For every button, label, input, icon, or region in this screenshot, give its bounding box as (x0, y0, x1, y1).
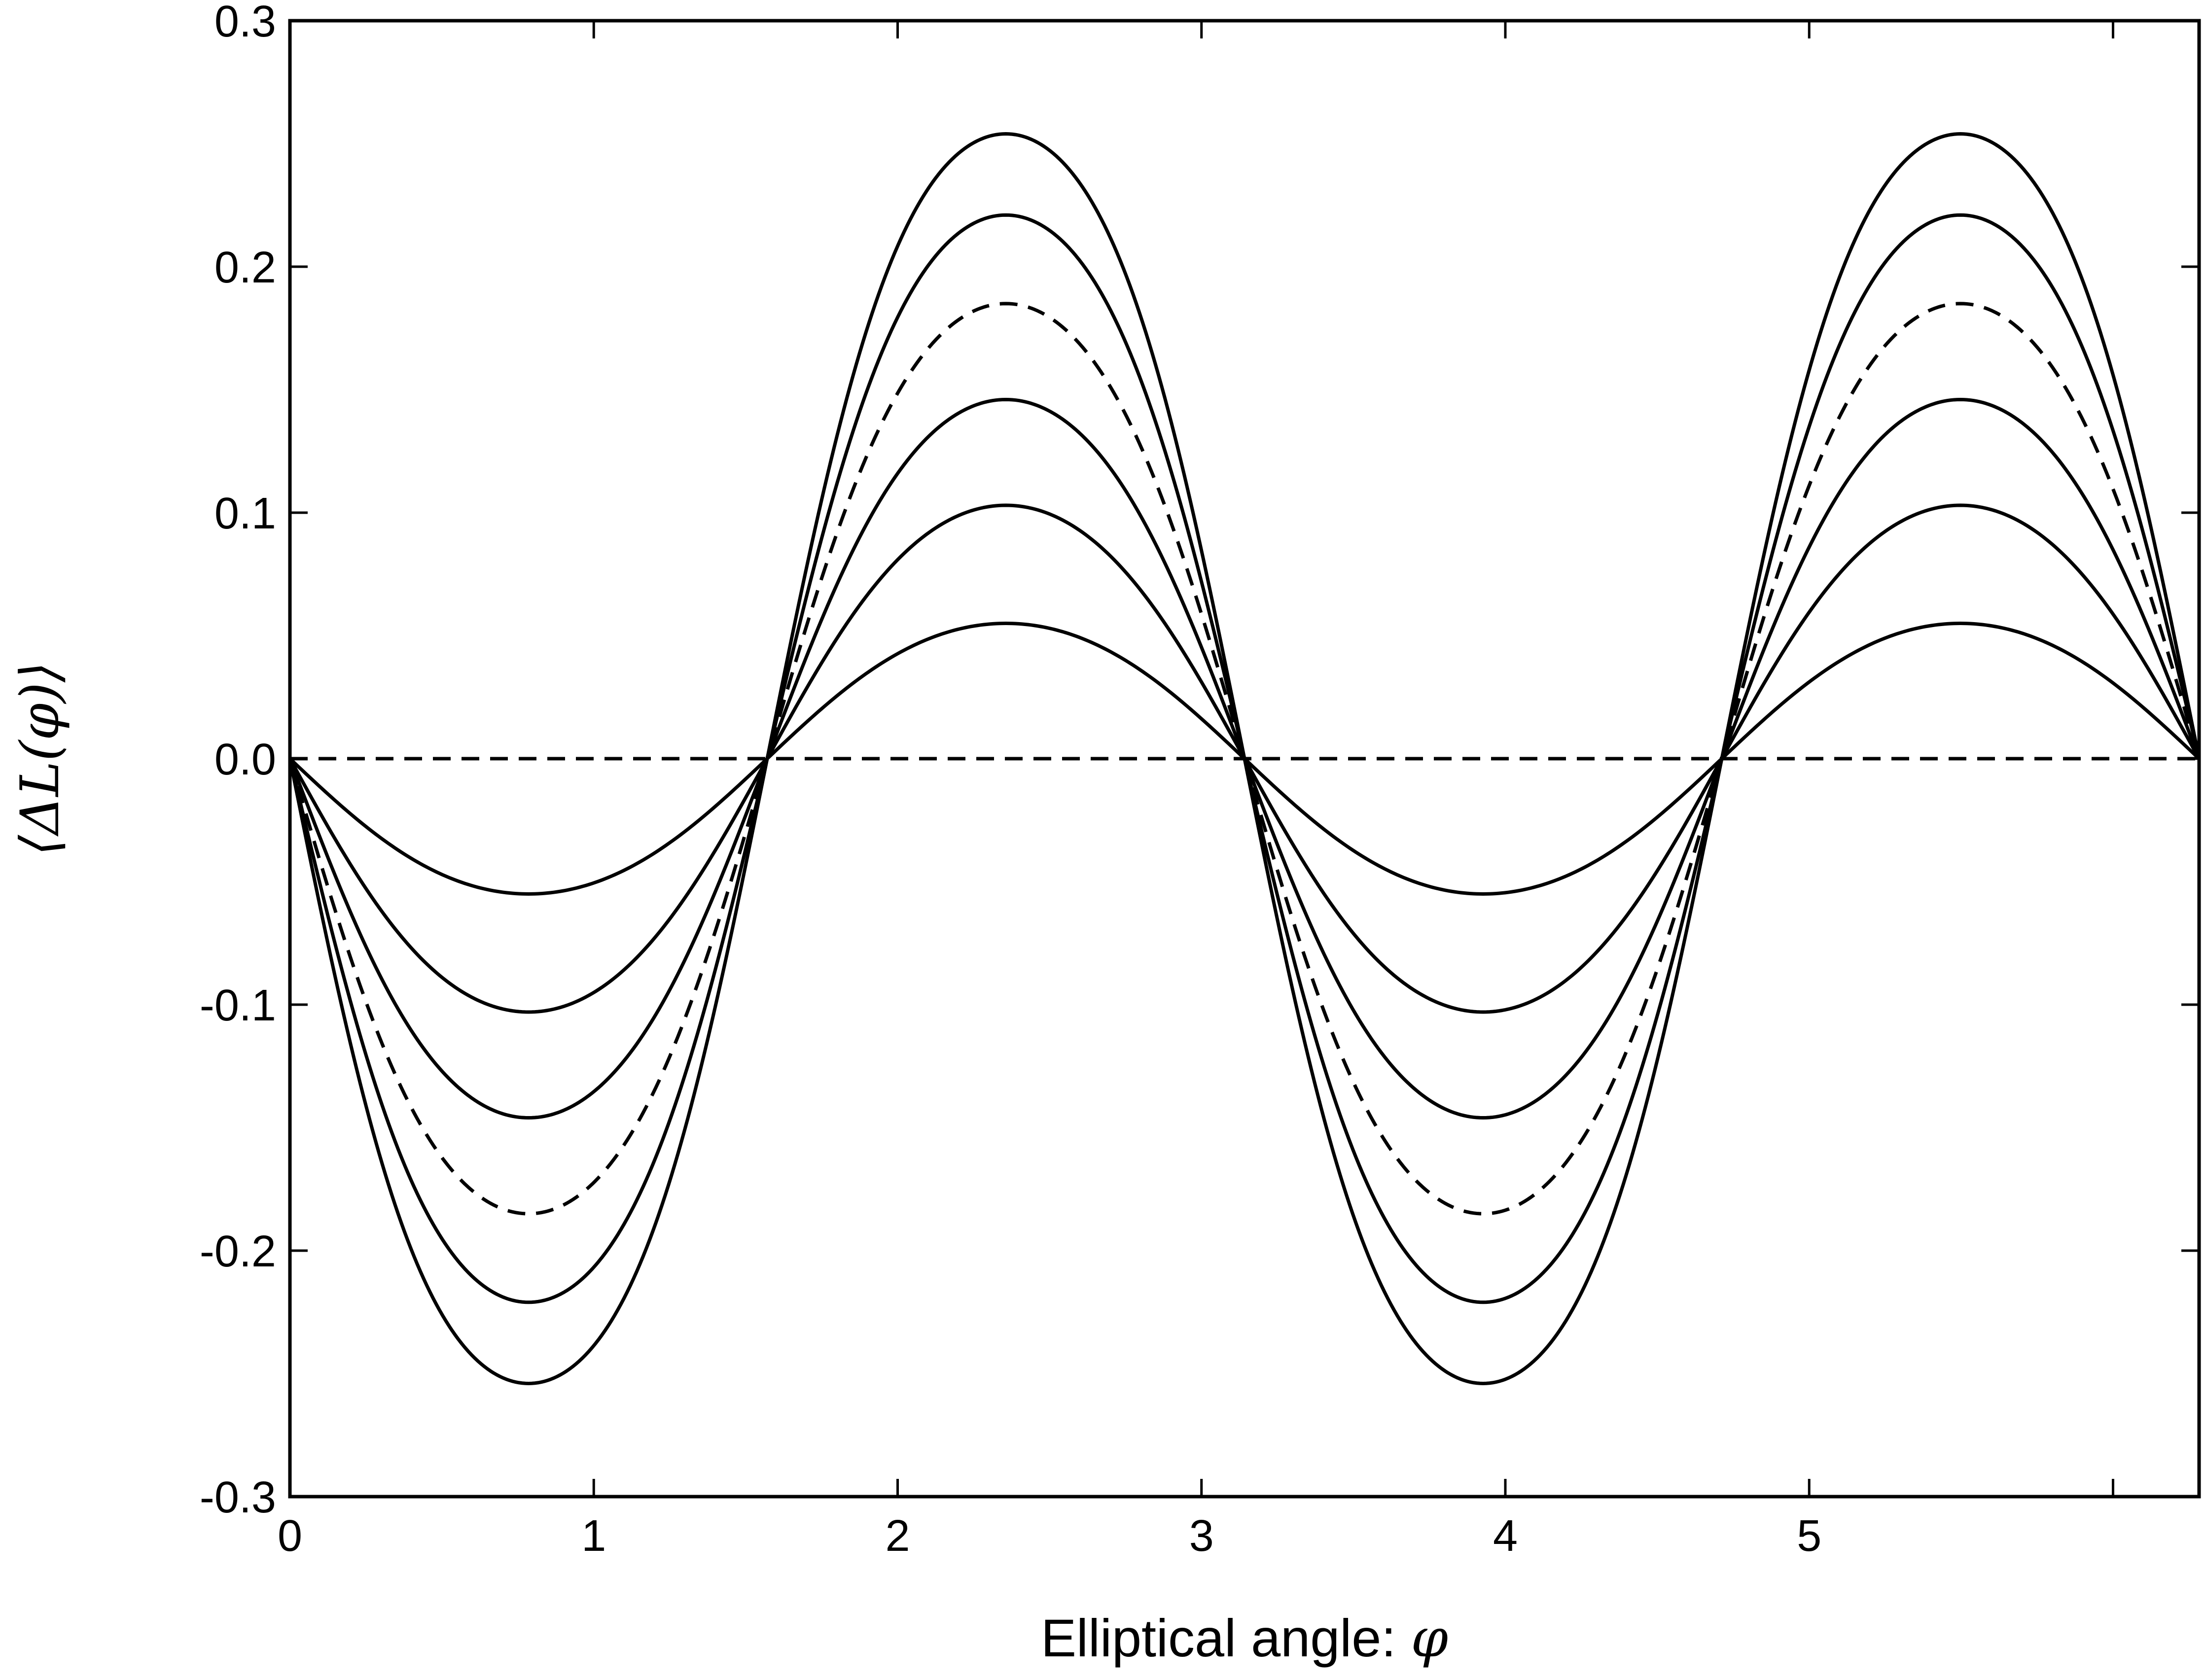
y-axis-label: ⟨ΔL(φ)⟩ (9, 662, 71, 856)
curves (288, 132, 2201, 1385)
x-axis-ticks: 0 1 2 3 4 5 (278, 21, 2114, 1561)
x-tick-label: 1 (581, 1511, 606, 1561)
series-line-4 (288, 302, 2201, 1216)
x-axis-label: Elliptical angle: φ (1041, 1608, 1448, 1669)
x-tick-label: 2 (885, 1511, 910, 1561)
y-axis-ticks: -0.3 -0.2 -0.1 0.0 0.1 0.2 0.3 (200, 0, 2199, 1522)
y-tick-label: -0.1 (200, 981, 276, 1030)
x-tick-label: 0 (278, 1511, 302, 1561)
y-tick-label: -0.2 (200, 1227, 276, 1276)
y-tick-label: 0.0 (214, 735, 276, 784)
y-tick-label: -0.3 (200, 1473, 276, 1522)
x-axis-label-symbol: φ (1411, 1608, 1448, 1669)
y-tick-label: 0.1 (214, 489, 276, 538)
y-tick-label: 0.3 (214, 0, 276, 46)
x-tick-label: 3 (1189, 1511, 1214, 1561)
x-tick-label: 5 (1797, 1511, 1821, 1561)
x-tick-label: 4 (1493, 1511, 1518, 1561)
y-tick-label: 0.2 (214, 243, 276, 292)
